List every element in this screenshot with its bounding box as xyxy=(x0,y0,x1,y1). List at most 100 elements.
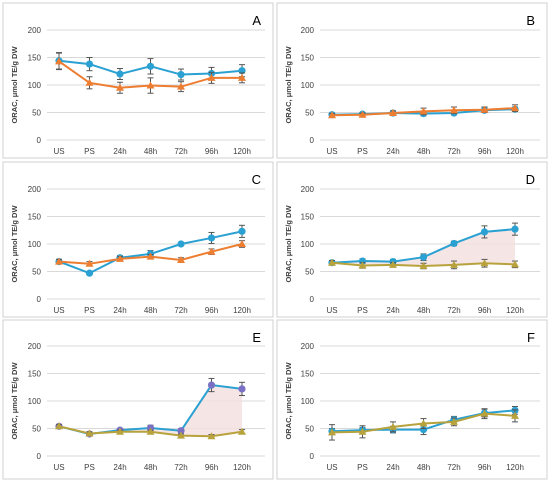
panel-c-xtick-label: 72h xyxy=(174,306,187,315)
panel-e-series-2-point xyxy=(55,422,63,430)
panel-c-xtick-label: PS xyxy=(84,306,95,315)
panel-c-series-1-point xyxy=(177,240,185,248)
panel-d-series-2-point xyxy=(419,262,428,269)
panel-c-series-2-point xyxy=(116,254,124,262)
panel-f-ytick-label: 100 xyxy=(301,397,315,406)
panel-a-series-2-point xyxy=(116,83,124,91)
panel-d-series-1-point xyxy=(511,225,519,233)
panel-d-xtick-label: PS xyxy=(357,306,368,315)
panel-e-series-2-point xyxy=(116,427,124,435)
panel-c-series-1-point xyxy=(85,269,94,277)
panel-b: 0 50 100 150 200 US PS 24h 48h 72h 96h 120h ORAC, μm… xyxy=(276,2,548,159)
panel-c-series-2-point xyxy=(177,255,185,263)
panel-e: 0 50 100 150 200 US PS 24h 48h 72h 96h 120h ORAC, μm… xyxy=(2,319,274,480)
panel-a-xtick-label: 96h xyxy=(205,147,218,156)
panel-c-ytick-label: 200 xyxy=(28,185,42,194)
panel-b-xtick-label: PS xyxy=(357,147,368,156)
panel-b-ytick-label: 150 xyxy=(301,54,315,63)
panel-a-series-1-point xyxy=(146,62,155,70)
panel-e-series-1-point xyxy=(238,385,246,393)
panel-d-series-2-point xyxy=(389,260,397,268)
panel-a-series-2-point xyxy=(146,81,155,89)
panel-c-letter: C xyxy=(252,172,261,187)
panel-d-ytick-label: 200 xyxy=(301,185,315,194)
panel-f-xtick-label: 48h xyxy=(417,463,430,472)
panel-f-xtick-label: 120h xyxy=(506,463,524,472)
panel-a-series-1-point xyxy=(116,70,124,78)
panel-f-xtick-label: 96h xyxy=(478,463,491,472)
panel-c-xtick-label: 96h xyxy=(205,306,218,315)
panel-d-xtick-label: US xyxy=(326,306,337,315)
panel-d-series-1-point xyxy=(450,239,458,248)
panel-e-series-1-point xyxy=(177,427,185,435)
panel-f-xtick-label: 72h xyxy=(447,463,460,472)
panel-b-series-2-point xyxy=(358,110,367,118)
panel-f-ytick-label: 0 xyxy=(310,452,315,461)
panel-f-series-2-point xyxy=(480,409,489,417)
panel-c-ytick-label: 0 xyxy=(37,295,42,304)
panel-e-ytick-label: 100 xyxy=(28,397,42,406)
panel-b-ytick-label: 200 xyxy=(301,26,315,35)
panel-b-xtick-label: 96h xyxy=(478,147,491,156)
panel-e-xtick-label: 48h xyxy=(144,463,157,472)
panel-a-series-2-point xyxy=(85,78,94,86)
panel-e-series-2-point xyxy=(238,427,246,435)
panel-f-series-2-point xyxy=(358,427,367,435)
panel-c-series-1-point xyxy=(238,227,246,235)
panel-b-series-2-point xyxy=(450,106,458,114)
panel-e-ytick-label: 200 xyxy=(28,342,42,351)
panel-b-series-2-point xyxy=(511,104,519,112)
panel-a-ytick-label: 200 xyxy=(28,26,42,35)
panel-d-series-1-point xyxy=(480,228,489,236)
panel-a-xtick-label: 72h xyxy=(174,147,187,156)
panel-b-series-2-point xyxy=(480,105,489,113)
panel-a-ytick-label: 150 xyxy=(28,54,42,63)
panel-c-ytick-label: 100 xyxy=(28,240,42,249)
panel-e-series-2-point xyxy=(146,427,155,435)
panel-d-xtick-label: 120h xyxy=(506,306,524,315)
panel-d-ytick-label: 100 xyxy=(301,240,315,249)
panel-b-xtick-label: 48h xyxy=(417,147,430,156)
panel-a-series-1-point xyxy=(85,60,94,68)
panel-a-ytick-label: 50 xyxy=(32,109,41,118)
panel-d: 0 50 100 150 200 US PS 24h 48h 72h 96h 120h ORAC, μm… xyxy=(276,161,548,318)
panel-a-ytick-label: 0 xyxy=(37,136,42,145)
panel-f-ylabel: ORAC, μmol TE/g DW xyxy=(284,362,293,440)
panel-b-frame xyxy=(276,2,548,159)
panel-a-ylabel: ORAC, μmol TE/g DW xyxy=(10,46,19,124)
panel-e-xtick-label: US xyxy=(53,463,64,472)
panel-a-xtick-label: US xyxy=(53,147,64,156)
panel-e-series-2-point xyxy=(85,429,94,437)
panel-c-series-2-point xyxy=(238,240,246,247)
panel-a-xtick-label: PS xyxy=(84,147,95,156)
panel-f: 0 50 100 150 200 US PS 24h 48h 72h 96h 120h ORAC, μm… xyxy=(276,319,548,480)
panel-c-series-2-point xyxy=(207,247,216,255)
panel-c-xtick-label: 48h xyxy=(144,306,157,315)
panel-c: 0 50 100 150 200 US PS 24h 48h 72h 96h 120h ORAC, μm… xyxy=(2,161,274,318)
panel-e-xtick-label: 72h xyxy=(174,463,187,472)
panel-f-series-2-point xyxy=(450,417,458,425)
panel-e-series-1-point xyxy=(207,381,216,389)
panel-e-xtick-label: PS xyxy=(84,463,95,472)
panel-d-letter: D xyxy=(526,172,535,187)
panel-d-xtick-label: 24h xyxy=(386,306,399,315)
panel-f-series-1-point xyxy=(419,426,428,434)
panel-c-xtick-label: US xyxy=(53,306,64,315)
panel-f-xtick-label: 24h xyxy=(386,463,399,472)
panel-d-series-1-point xyxy=(419,253,428,261)
panel-c-frame xyxy=(2,161,274,318)
panel-c-xtick-label: 24h xyxy=(113,306,126,315)
panel-d-xtick-label: 96h xyxy=(478,306,491,315)
panel-d-ylabel: ORAC, μmol TE/g DW xyxy=(284,205,293,283)
panel-b-letter: B xyxy=(526,13,535,28)
panel-b-xtick-label: 24h xyxy=(386,147,399,156)
panel-d-series-2-point xyxy=(450,260,458,268)
panel-d-ytick-label: 150 xyxy=(301,213,315,222)
panel-e-xtick-label: 24h xyxy=(113,463,126,472)
panel-f-xtick-label: PS xyxy=(357,463,368,472)
panel-b-xtick-label: US xyxy=(326,147,337,156)
panel-d-ytick-label: 0 xyxy=(310,295,315,304)
panel-f-xtick-label: US xyxy=(326,463,337,472)
panel-c-series-2-point xyxy=(146,252,155,260)
